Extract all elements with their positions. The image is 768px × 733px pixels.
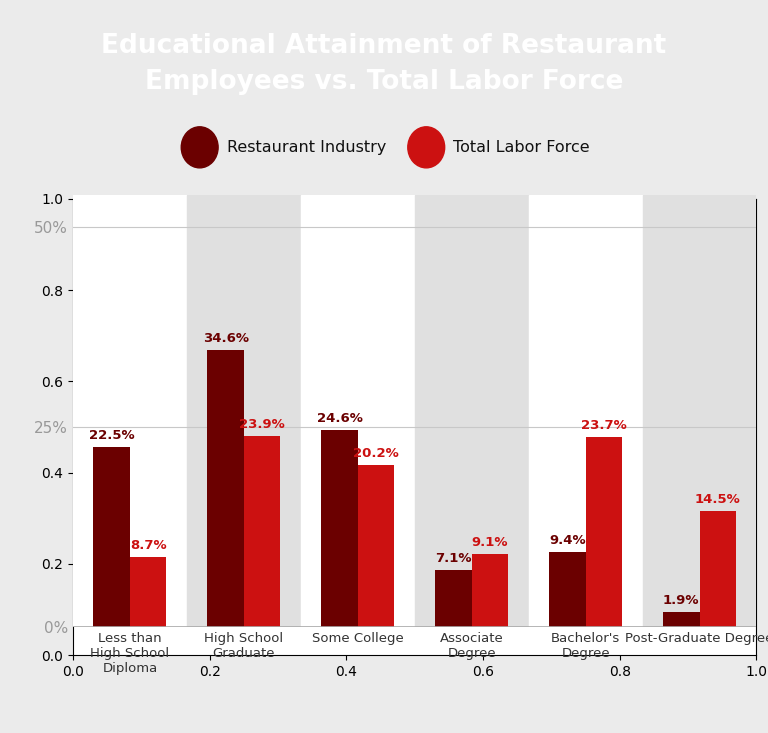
Text: 9.1%: 9.1% [472,536,508,549]
Bar [528,195,643,627]
Bar [435,570,472,627]
Bar [472,554,508,627]
Text: 20.2%: 20.2% [353,447,399,460]
Text: 9.4%: 9.4% [549,534,586,547]
Bar [663,611,700,627]
Text: Educational Attainment of Restaurant
Employees vs. Total Labor Force: Educational Attainment of Restaurant Emp… [101,33,667,95]
Bar [301,195,415,627]
Text: 34.6%: 34.6% [203,332,249,345]
Text: 1.9%: 1.9% [663,594,700,607]
Bar [585,437,622,627]
Text: Total Labor Force: Total Labor Force [453,140,590,155]
Bar [549,551,585,627]
Bar [94,447,130,627]
Bar [358,465,394,627]
Bar [244,435,280,627]
Text: 24.6%: 24.6% [316,412,362,425]
Bar [73,195,187,627]
Text: 8.7%: 8.7% [130,539,167,553]
Bar [321,430,358,627]
Text: 23.7%: 23.7% [581,419,627,432]
Text: 7.1%: 7.1% [435,552,472,565]
Ellipse shape [181,127,218,168]
Text: 23.9%: 23.9% [239,418,285,431]
Bar [700,511,736,627]
Text: Restaurant Industry: Restaurant Industry [227,140,386,155]
Bar [207,350,244,627]
Text: 22.5%: 22.5% [89,429,134,442]
Bar [643,195,756,627]
Bar [415,195,528,627]
Ellipse shape [408,127,445,168]
Bar [130,557,167,627]
Text: 14.5%: 14.5% [695,493,740,506]
Bar [187,195,301,627]
